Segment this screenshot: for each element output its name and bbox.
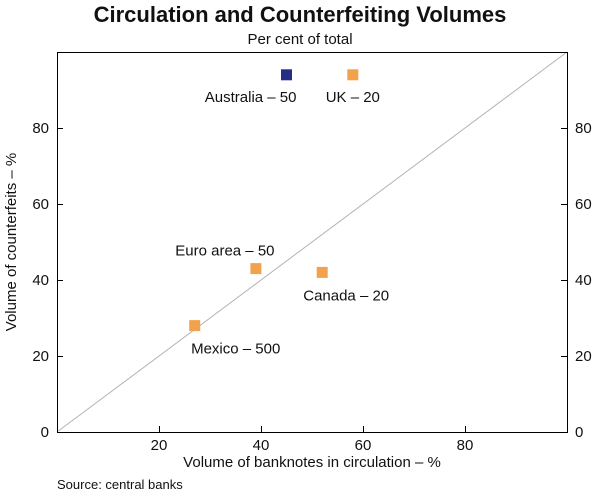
y-tick-label-right: 40 (575, 272, 592, 289)
y-tick-label-right: 80 (575, 120, 592, 137)
data-point-label-australia: Australia – 50 (205, 89, 297, 106)
x-axis-title: Volume of banknotes in circulation – % (183, 454, 441, 471)
y-tick-label-left: 40 (32, 272, 49, 289)
data-point-label-mexico: Mexico – 500 (191, 341, 280, 358)
y-tick-label-left: 60 (32, 196, 49, 213)
data-point-label-canada: Canada – 20 (303, 287, 389, 304)
y-tick-label-left: 0 (41, 424, 49, 441)
data-point-euro-area (250, 263, 262, 275)
y-tick-label-right: 0 (575, 424, 583, 441)
y-tick-label-right: 20 (575, 348, 592, 365)
data-point-uk (347, 69, 359, 81)
data-point-label-euro-area: Euro area – 50 (175, 243, 274, 260)
x-tick-label: 20 (151, 437, 168, 454)
y-tick-label-right: 60 (575, 196, 592, 213)
source-note: Source: central banks (57, 477, 183, 492)
x-tick-label: 40 (253, 437, 270, 454)
data-point-canada (316, 266, 328, 278)
chart-title: Circulation and Counterfeiting Volumes (93, 2, 507, 27)
data-point-australia (281, 69, 292, 81)
y-tick-label-left: 80 (32, 120, 49, 137)
y-tick-label-left: 20 (32, 348, 49, 365)
chart-subtitle: Per cent of total (247, 31, 353, 48)
x-tick-label: 60 (355, 437, 372, 454)
data-point-label-uk: UK – 20 (326, 89, 380, 106)
data-point-mexico (189, 320, 201, 332)
diagonal-reference-line (56, 51, 568, 433)
y-axis-title: Volume of counterfeits – % (3, 153, 20, 331)
x-tick-label: 80 (457, 437, 474, 454)
plot-frame (57, 52, 568, 433)
